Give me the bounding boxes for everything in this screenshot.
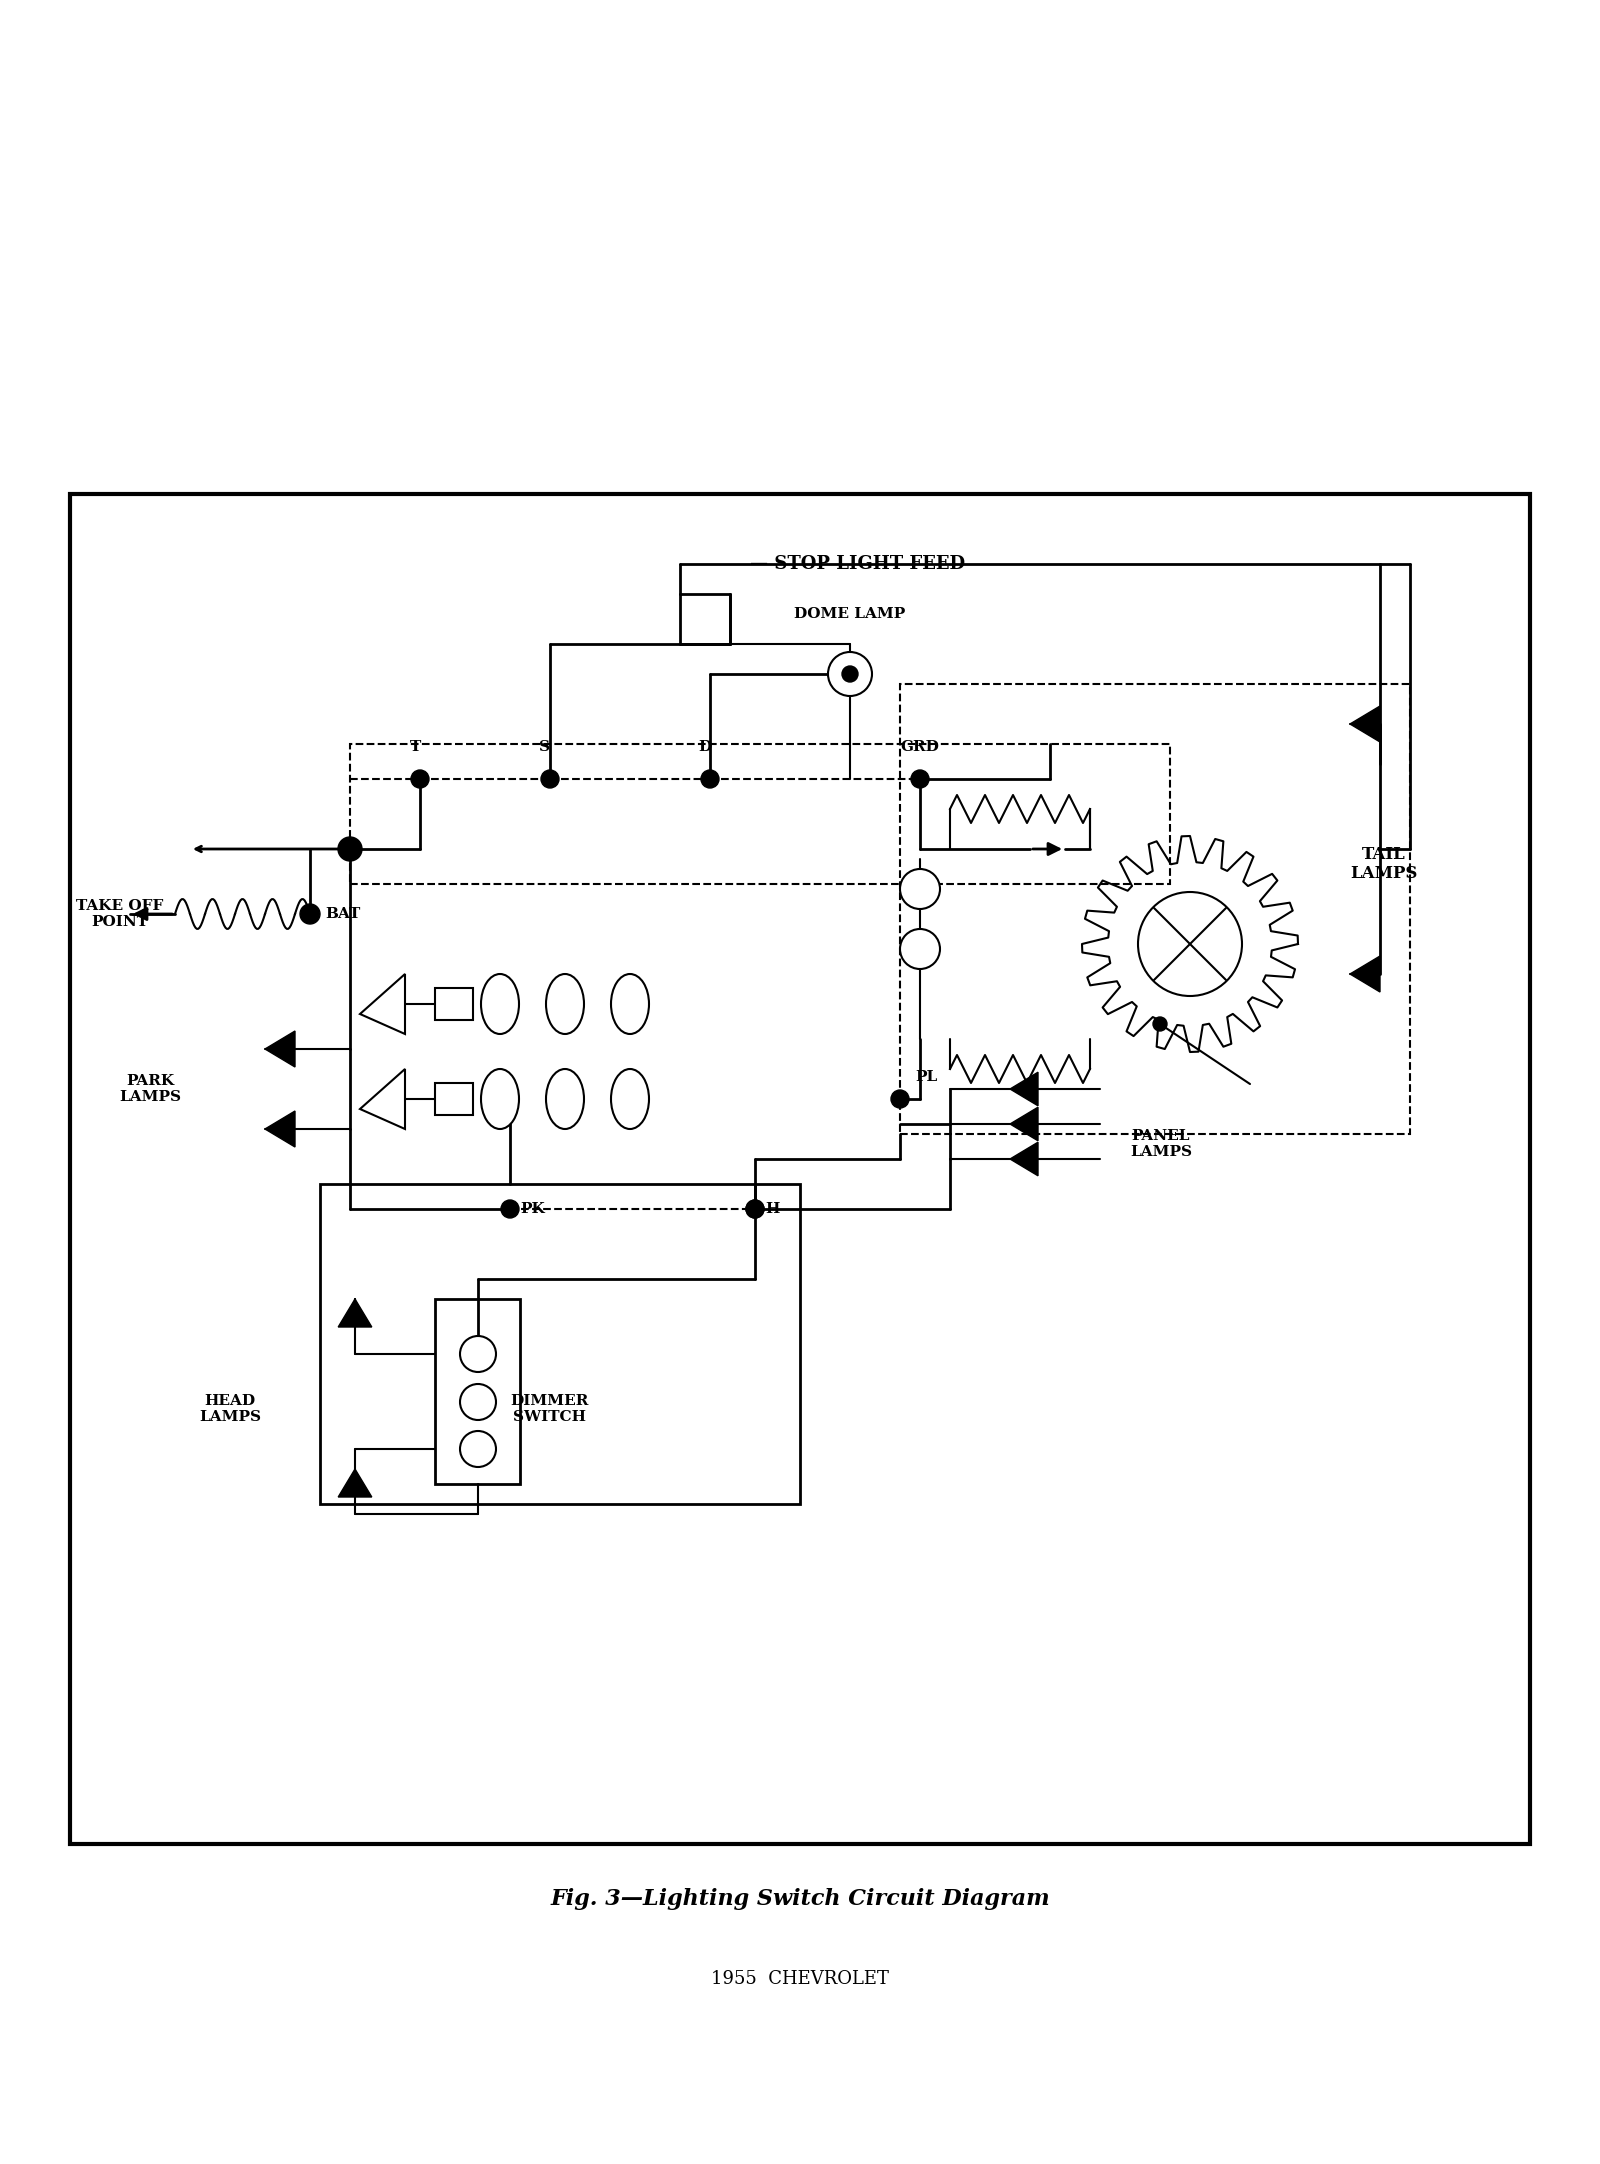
Circle shape	[411, 770, 429, 788]
Polygon shape	[266, 1110, 294, 1147]
Circle shape	[301, 905, 320, 924]
Text: D: D	[698, 740, 712, 753]
Circle shape	[891, 1091, 909, 1108]
Polygon shape	[338, 1298, 371, 1327]
Text: DOME LAMP: DOME LAMP	[794, 606, 906, 621]
Ellipse shape	[546, 974, 584, 1034]
Circle shape	[842, 667, 858, 682]
Circle shape	[1138, 892, 1242, 995]
Polygon shape	[1010, 1071, 1038, 1106]
Bar	[320, 1184, 800, 1504]
Circle shape	[746, 1201, 765, 1218]
Bar	[435, 1298, 520, 1485]
Bar	[70, 493, 1530, 1844]
Text: BAT: BAT	[325, 907, 360, 922]
Circle shape	[701, 770, 718, 788]
Polygon shape	[1350, 956, 1379, 991]
Ellipse shape	[611, 1069, 650, 1130]
Text: S: S	[539, 740, 550, 753]
Text: H: H	[765, 1201, 779, 1216]
Circle shape	[501, 1201, 518, 1218]
Circle shape	[746, 1201, 765, 1218]
Circle shape	[899, 870, 939, 909]
Polygon shape	[1010, 1108, 1038, 1140]
Polygon shape	[266, 1030, 294, 1067]
Text: DIMMER
SWITCH: DIMMER SWITCH	[510, 1394, 589, 1424]
Text: PK: PK	[520, 1201, 544, 1216]
Circle shape	[461, 1430, 496, 1467]
Circle shape	[461, 1385, 496, 1420]
Ellipse shape	[482, 974, 518, 1034]
Circle shape	[910, 770, 930, 788]
Text: T: T	[410, 740, 421, 753]
Circle shape	[461, 1335, 496, 1372]
Text: TAKE OFF
POINT: TAKE OFF POINT	[77, 898, 163, 928]
Circle shape	[541, 770, 558, 788]
Text: TAIL
LAMPS: TAIL LAMPS	[1350, 846, 1418, 883]
Ellipse shape	[611, 974, 650, 1034]
Circle shape	[899, 928, 939, 969]
Polygon shape	[360, 1069, 405, 1130]
Text: PANEL
LAMPS: PANEL LAMPS	[1130, 1130, 1192, 1160]
Ellipse shape	[482, 1069, 518, 1130]
Text: Fig. 3—Lighting Switch Circuit Diagram: Fig. 3—Lighting Switch Circuit Diagram	[550, 1887, 1050, 1911]
Bar	[899, 684, 1410, 1134]
Polygon shape	[338, 1469, 371, 1497]
Circle shape	[1154, 1017, 1166, 1030]
Text: HEAD
LAMPS: HEAD LAMPS	[198, 1394, 261, 1424]
Text: PARK
LAMPS: PARK LAMPS	[118, 1073, 181, 1104]
Ellipse shape	[546, 1069, 584, 1130]
Polygon shape	[1010, 1143, 1038, 1175]
Text: — STOP LIGHT FEED: — STOP LIGHT FEED	[750, 554, 965, 573]
Text: PL: PL	[915, 1069, 938, 1084]
Polygon shape	[1350, 705, 1379, 742]
Circle shape	[338, 837, 362, 861]
Text: 1955  CHEVROLET: 1955 CHEVROLET	[710, 1969, 890, 1989]
Circle shape	[829, 651, 872, 697]
Text: GRD: GRD	[901, 740, 939, 753]
Polygon shape	[360, 974, 405, 1034]
Bar	[350, 744, 1170, 885]
Bar	[435, 1082, 474, 1114]
Bar	[435, 989, 474, 1019]
